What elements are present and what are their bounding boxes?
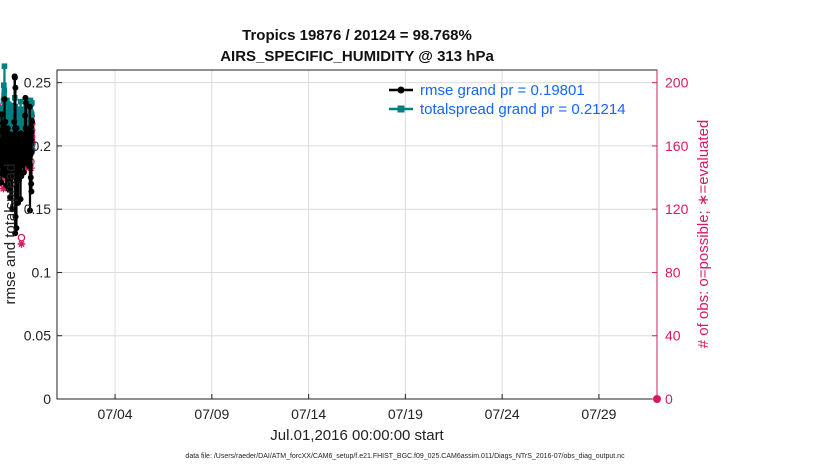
series-layer [0, 63, 661, 403]
legend: rmse grand pr = 0.19801 totalspread gran… [389, 82, 626, 118]
totalspread-point [1, 87, 8, 94]
totalspread-point [10, 110, 16, 116]
x-tick-label: 07/24 [485, 406, 520, 422]
rmse-point [4, 125, 11, 132]
rmse-point [0, 111, 5, 118]
y-tick-label-right: 80 [665, 264, 681, 280]
obs-evaluated-point [0, 184, 8, 193]
legend-rmse-label: rmse grand pr = 0.19801 [420, 82, 585, 99]
rmse-point [28, 149, 35, 156]
grid-layer [57, 70, 657, 400]
rmse-point [28, 123, 35, 130]
rmse-point [1, 96, 8, 103]
y-tick-label-right: 0 [665, 391, 673, 407]
y-tick-label-left: 0 [43, 391, 51, 407]
y-tick-label-right: 200 [665, 75, 689, 91]
legend-totalspread-label: totalspread grand pr = 0.21214 [420, 101, 626, 118]
x-axis-label: Jul.01,2016 00:00:00 start [270, 427, 444, 444]
x-tick-label: 07/04 [98, 406, 133, 422]
rmse-point [12, 230, 19, 237]
totalspread-point [1, 92, 7, 99]
rmse-point [17, 196, 24, 203]
rmse-point [28, 188, 35, 195]
rmse-point [9, 206, 16, 213]
totalspread-point [29, 100, 35, 106]
rmse-point [27, 207, 34, 214]
legend-rmse-marker [397, 86, 405, 94]
x-tick-label: 07/14 [291, 406, 326, 422]
y-tick-label-left: 0.05 [24, 328, 51, 344]
rmse-point [27, 174, 34, 181]
rmse-point [10, 154, 17, 161]
obs-evaluated-point [22, 164, 31, 172]
series-rmse [0, 73, 35, 237]
y-tick-label-left: 0.1 [32, 264, 52, 280]
y-axis-label-right: # of obs: o=possible; ∗=evaluated [695, 120, 712, 349]
rmse-point [22, 99, 29, 106]
rmse-point [22, 94, 29, 101]
totalspread-point [18, 110, 25, 116]
chart-title-line1: Tropics 19876 / 20124 = 98.768% [242, 27, 472, 44]
rmse-point [12, 213, 19, 220]
rmse-point [27, 141, 34, 148]
totalspread-point [17, 98, 24, 105]
rmse-point [28, 136, 35, 143]
chart-title-line2: AIRS_SPECIFIC_HUMIDITY @ 313 hPa [220, 48, 494, 65]
y-tick-label-left: 0.2 [32, 138, 52, 154]
rmse-point [13, 125, 20, 132]
x-tick-label: 07/19 [388, 406, 423, 422]
rmse-point [11, 118, 18, 125]
y-tick-label-right: 160 [665, 138, 689, 154]
legend-totalspread-marker [397, 105, 405, 113]
rmse-point [28, 180, 35, 187]
axes-layer: 07/04 07/09 07/14 07/19 07/24 07/29 0 0.05 0.1 0.… [24, 70, 689, 422]
y-tick-label-right: 120 [665, 201, 689, 217]
rmse-point [2, 118, 9, 125]
rmse-point [26, 103, 33, 110]
y-tick-label-left: 0.25 [24, 75, 51, 91]
rmse-point [28, 118, 35, 125]
rmse-point [28, 129, 35, 136]
obs-evaluated-point [17, 240, 26, 248]
rmse-point [12, 84, 19, 91]
y-tick-label-right: 40 [665, 328, 681, 344]
rmse-point [22, 112, 29, 119]
rmse-point [5, 185, 12, 192]
rmse-point [7, 194, 14, 201]
rmse-point [20, 169, 27, 176]
y-axis-label-left: rmse and totalspread [2, 164, 19, 305]
x-tick-label: 07/09 [194, 406, 229, 422]
rmse-point [11, 74, 18, 81]
totalspread-point [1, 82, 7, 88]
rmse-point [13, 225, 20, 232]
rmse-point [0, 179, 5, 186]
x-tick-label: 07/29 [581, 406, 616, 422]
obs-possible-point [17, 233, 26, 242]
y-tick-label-left: 0.15 [24, 201, 51, 217]
totalspread-point [1, 63, 8, 70]
plot-area [56, 69, 658, 400]
totalspread-point [28, 111, 35, 118]
footer-data-file: data file: /Users/raeder/DAI/ATM_forcXX/… [185, 453, 625, 460]
rmse-point [26, 161, 33, 168]
